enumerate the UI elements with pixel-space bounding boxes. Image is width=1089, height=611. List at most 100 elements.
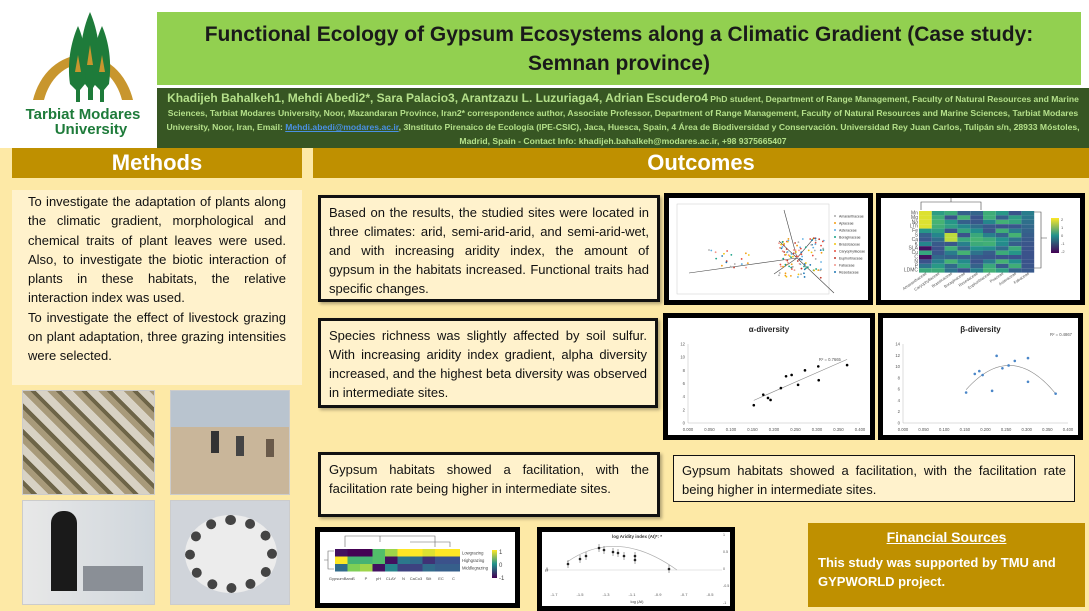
heatmap-cell — [1008, 211, 1022, 216]
x-tick-label: -1.5 — [577, 592, 585, 597]
heatmap-cell — [944, 263, 958, 269]
beta-diversity-chart: β-diversity 0.000 0.050 0.100 0.150 0.200 0.25… — [878, 313, 1083, 440]
heatmap-cell — [970, 219, 983, 225]
legend-label: Caryophyllaceae — [839, 250, 865, 254]
pca-point — [746, 262, 749, 265]
pca-point — [804, 246, 807, 249]
heatmap-cell — [983, 255, 996, 260]
heatmap-cell — [1021, 219, 1035, 225]
heatmap-row-label: S — [915, 233, 919, 239]
heatmap-cell — [422, 564, 435, 572]
data-point — [803, 369, 807, 372]
pca-point — [809, 264, 812, 266]
pca-point — [814, 243, 817, 246]
x-tick-label: 0.150 — [960, 427, 971, 432]
pca-point — [787, 261, 789, 264]
heatmap-cell — [1021, 233, 1035, 238]
legend-label: Amaranthaceae — [839, 215, 864, 219]
data-point — [995, 354, 998, 358]
heatmap-cell — [970, 259, 983, 264]
affiliations-1: PhD student, Department of Range Managem… — [166, 94, 1079, 132]
rii-title: log Aridity index (AI)*: * — [612, 534, 662, 539]
pca-point — [787, 254, 790, 257]
data-point — [981, 373, 984, 377]
heatmap-cell — [983, 215, 996, 220]
heatmap-cell — [983, 219, 996, 225]
trendline — [965, 365, 1056, 394]
heatmap-cell — [410, 549, 423, 557]
outcomes-heading: Outcomes — [313, 148, 1089, 178]
heatmap-cell — [944, 268, 958, 273]
heatmap-cell — [944, 237, 958, 242]
y-tick-label: 6 — [898, 387, 901, 392]
legend-label: Euphorbiaceae — [839, 257, 863, 261]
pca-point — [803, 276, 806, 278]
heatmap-cell — [1008, 237, 1022, 242]
pca-point — [786, 240, 789, 243]
heatmap-cell — [957, 219, 971, 225]
heatmap-cell — [931, 224, 945, 229]
legend-swatch — [834, 257, 836, 259]
heatmap-cell — [435, 556, 448, 564]
heatmap-cell — [397, 564, 410, 572]
heatmap-col-label: GypsumBand — [329, 576, 353, 581]
pca-point — [783, 242, 786, 245]
pca-point — [721, 264, 723, 267]
heatmap-cell — [360, 564, 373, 572]
pca-point — [710, 249, 713, 252]
pca-point — [778, 272, 781, 274]
heatmap-cell — [957, 263, 971, 269]
pca-point — [811, 254, 814, 257]
heatmap-cell — [957, 237, 971, 242]
heatmap-cell — [983, 237, 996, 242]
legend-swatch — [834, 236, 836, 238]
pca-point — [811, 239, 813, 242]
heatmap-cell — [919, 224, 932, 229]
pca-point — [821, 240, 824, 243]
pca-point — [790, 256, 792, 259]
heatmap-cell — [435, 549, 448, 557]
heatmap-cell — [919, 228, 932, 233]
heatmap-cell — [1008, 250, 1022, 255]
heatmap-cell — [957, 255, 971, 260]
pca-point — [726, 250, 729, 252]
heatmap-cell — [995, 255, 1009, 260]
pca-point — [822, 247, 825, 250]
data-point — [990, 389, 994, 393]
heatmap-cell — [944, 246, 958, 251]
heatmap-cell — [1008, 233, 1022, 238]
data-point — [973, 372, 977, 376]
pca-point — [747, 254, 750, 256]
heatmap-cell — [970, 228, 983, 233]
y-tick-label: 0.5 — [723, 550, 728, 554]
x-tick-label: 0.300 — [1022, 427, 1033, 432]
heatmap-col-label: P — [365, 576, 368, 581]
heatmap-cell — [931, 215, 945, 220]
pca-point — [819, 249, 822, 252]
heatmap-cell — [410, 564, 423, 572]
financial-text: This study was supported by TMU and GYPW… — [818, 555, 1056, 589]
rii-xlabel: log (AI) — [631, 599, 645, 604]
pca-point — [729, 265, 732, 268]
x-tick-label: -1.7 — [551, 592, 559, 597]
pca-point — [740, 263, 743, 265]
y-tick-label: 6 — [683, 381, 686, 386]
y-tick-label: 14 — [895, 342, 900, 347]
heatmap-cell — [995, 268, 1009, 273]
pca-point — [778, 274, 780, 277]
heatmap-cell — [1008, 219, 1022, 225]
pca-point — [708, 249, 710, 251]
pca-point — [745, 266, 747, 269]
heatmap-cell — [335, 549, 348, 557]
heatmap-cell — [995, 241, 1009, 247]
heatmap-cell — [1021, 259, 1035, 264]
pca-point — [818, 238, 821, 241]
pca-point — [800, 251, 803, 254]
x-tick-label: 0.350 — [1042, 427, 1053, 432]
heatmap-cell — [970, 211, 983, 216]
heatmap-cell — [1021, 211, 1035, 216]
email-link[interactable]: Mehdi.abedi@modares.ac.ir — [285, 122, 399, 132]
heatmap-row-label: Highgrazing — [462, 558, 485, 563]
pca-point — [778, 242, 780, 245]
heatmap-cell — [944, 259, 958, 264]
